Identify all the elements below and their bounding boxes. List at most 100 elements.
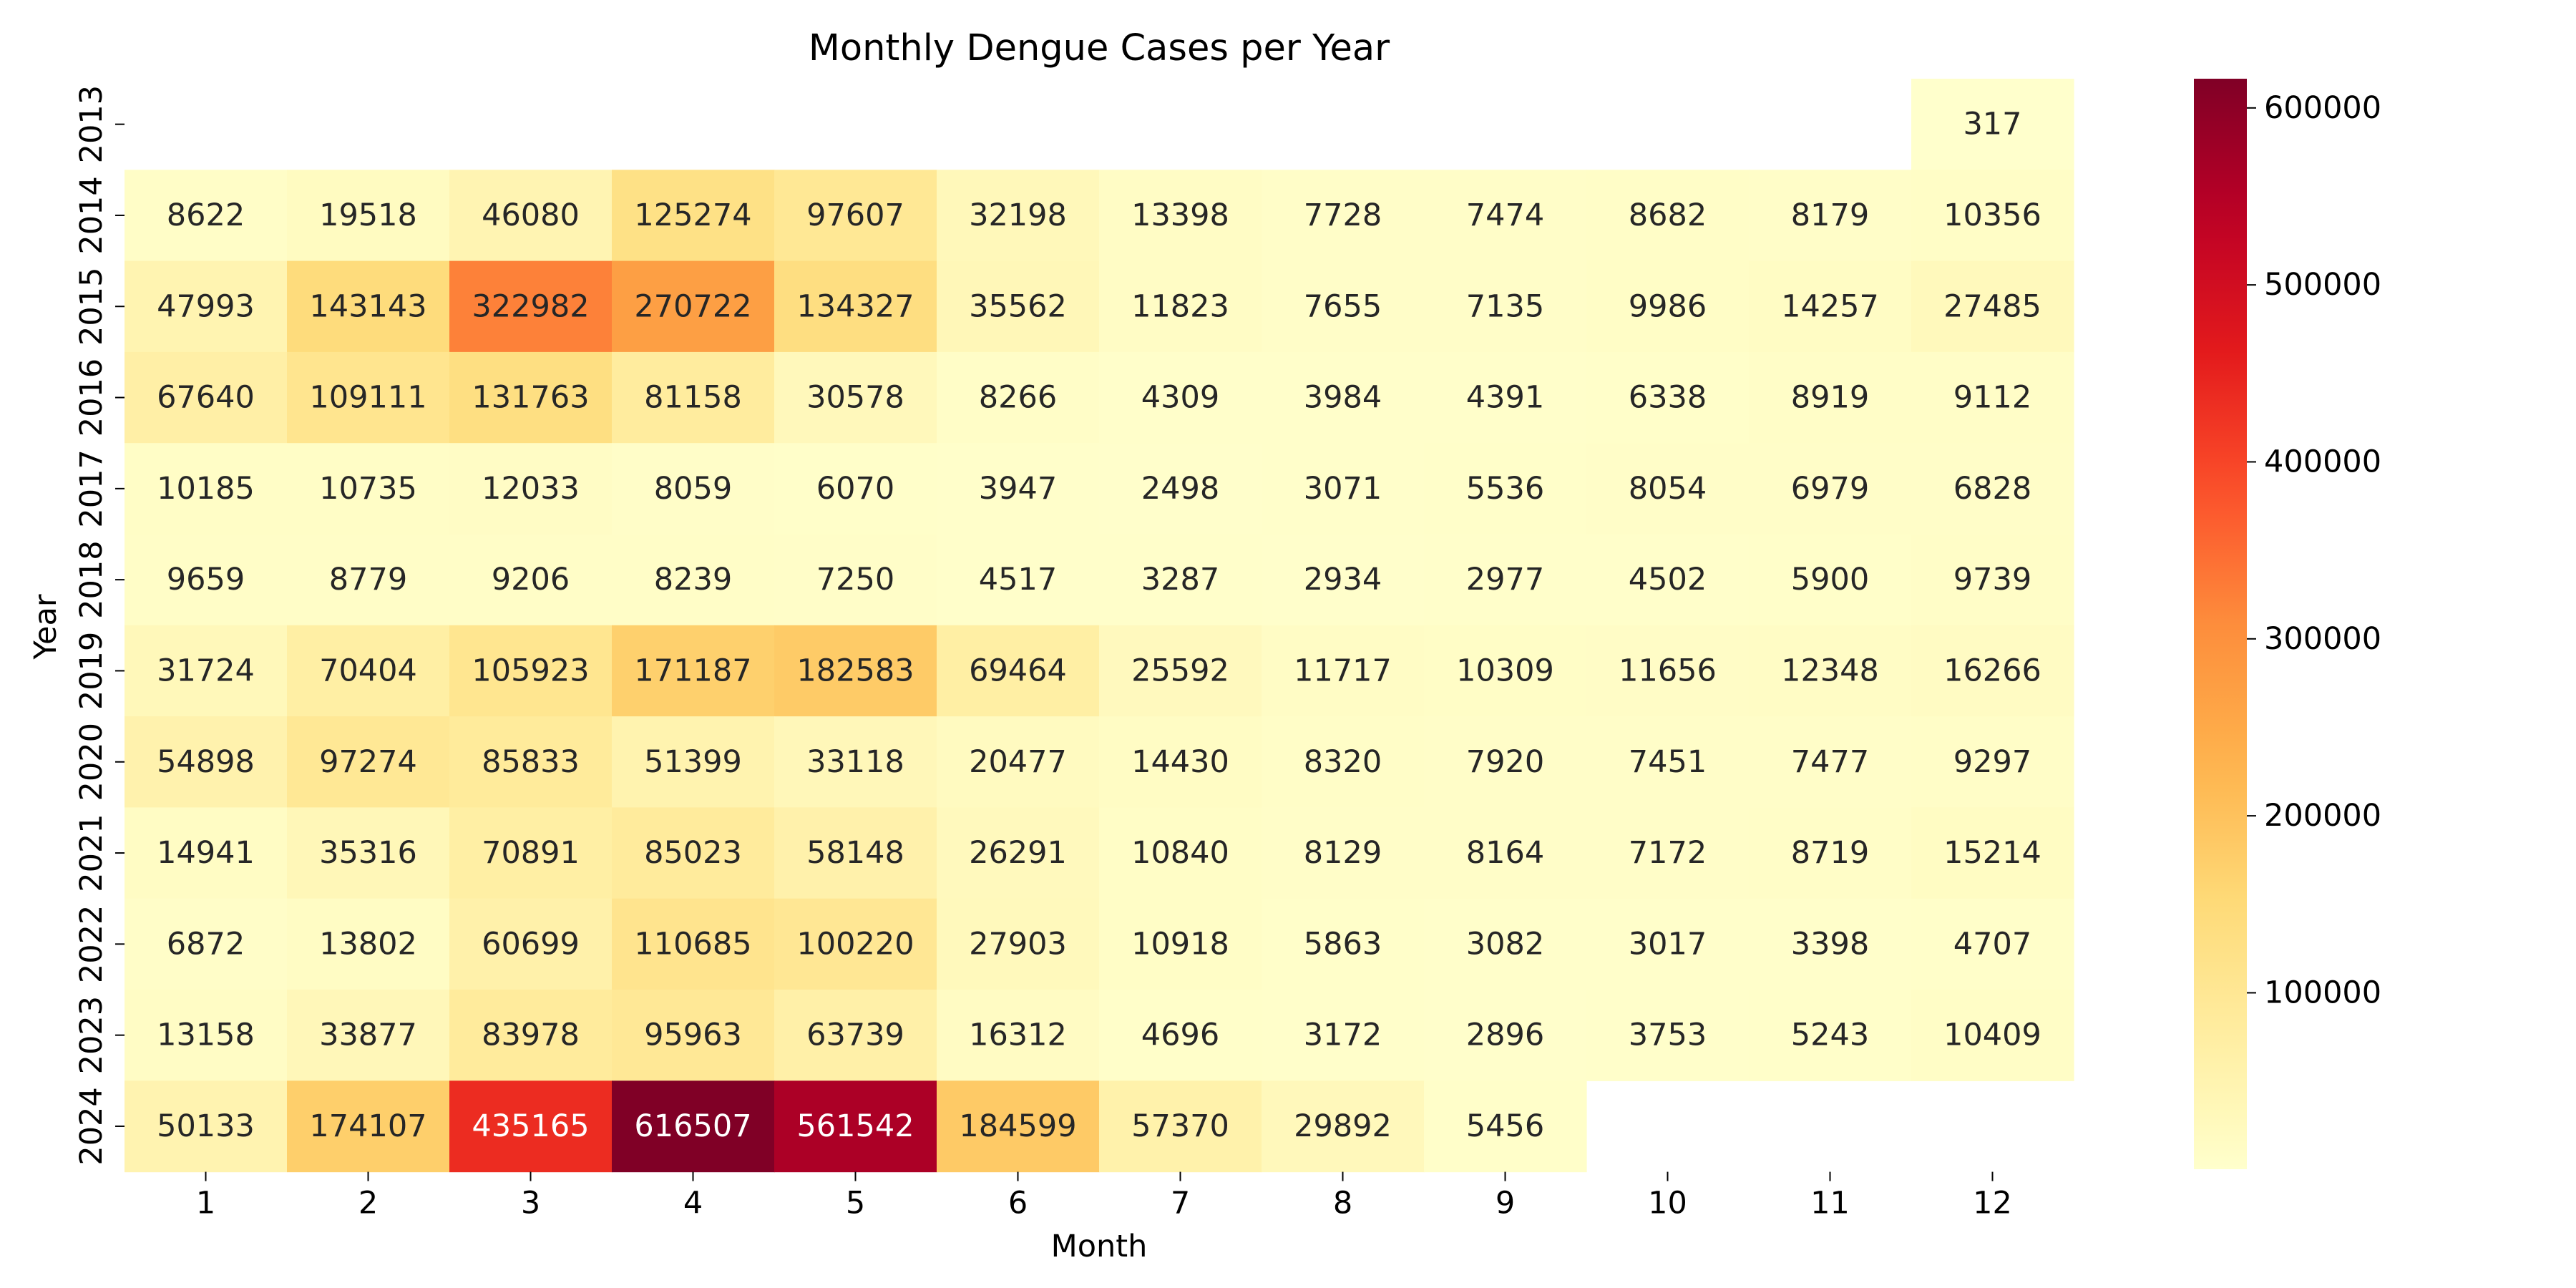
heatmap-cell-2021-3 bbox=[449, 807, 613, 899]
cell-value-label: 4707 bbox=[1953, 926, 2031, 962]
cell-value-label: 54898 bbox=[157, 744, 255, 780]
cell-value-label: 31724 bbox=[157, 653, 255, 688]
cell-value-label: 46080 bbox=[482, 197, 580, 233]
heatmap-cell-2021-1 bbox=[125, 807, 288, 899]
heatmap-cell-2018-8 bbox=[1262, 534, 1425, 626]
heatmap-cell-2021-7 bbox=[1099, 807, 1262, 899]
cell-value-label: 125274 bbox=[634, 197, 751, 233]
heatmap-cell-2016-3 bbox=[449, 351, 613, 444]
heatmap-cell-2014-12 bbox=[1911, 170, 2074, 262]
cell-value-label: 51399 bbox=[644, 744, 742, 780]
cell-value-label: 4309 bbox=[1141, 380, 1219, 416]
cell-value-label: 58148 bbox=[806, 835, 904, 871]
heatmap-cell-2023-8 bbox=[1262, 990, 1425, 1081]
cell-value-label: 26291 bbox=[969, 835, 1067, 871]
cell-value-label: 9206 bbox=[492, 562, 570, 597]
cell-value-label: 5863 bbox=[1304, 926, 1382, 962]
cell-value-label: 3947 bbox=[979, 471, 1057, 507]
cell-value-label: 105923 bbox=[472, 653, 589, 688]
heatmap-cell-2015-11 bbox=[1749, 260, 1912, 353]
x-tick-label: 6 bbox=[1008, 1186, 1028, 1221]
colorbar-gradient bbox=[2194, 79, 2247, 1169]
heatmap-cell-2014-10 bbox=[1586, 170, 1750, 262]
x-tick-label: 8 bbox=[1333, 1186, 1352, 1221]
x-tick-label: 12 bbox=[1973, 1186, 2012, 1221]
y-tick-label: 2016 bbox=[74, 358, 109, 436]
cell-value-label: 11656 bbox=[1619, 653, 1717, 688]
heatmap-cell-2021-11 bbox=[1749, 807, 1912, 899]
colorbar-tick-label: 300000 bbox=[2264, 621, 2381, 657]
heatmap-cell-2017-10 bbox=[1586, 443, 1750, 535]
cell-value-label: 8320 bbox=[1304, 744, 1382, 780]
cell-value-label: 7172 bbox=[1629, 835, 1707, 871]
heatmap-cell-2014-6 bbox=[937, 170, 1100, 262]
y-tick-label: 2017 bbox=[74, 449, 109, 527]
heatmap-cell-2022-6 bbox=[937, 898, 1100, 990]
heatmap-cell-2014-5 bbox=[774, 170, 937, 262]
cell-value-label: 95963 bbox=[644, 1018, 742, 1053]
cell-value-label: 3172 bbox=[1304, 1018, 1382, 1053]
cell-value-label: 100220 bbox=[796, 926, 914, 962]
cell-value-label: 5456 bbox=[1466, 1108, 1544, 1144]
heatmap-cell-2020-2 bbox=[287, 716, 450, 808]
heatmap-cell-2017-5 bbox=[774, 443, 937, 535]
cell-value-label: 13158 bbox=[157, 1018, 255, 1053]
cell-value-label: 50133 bbox=[157, 1108, 255, 1144]
x-tick-label: 1 bbox=[196, 1186, 215, 1221]
heatmap-cell-2018-9 bbox=[1424, 534, 1587, 626]
heatmap-cell-2014-7 bbox=[1099, 170, 1262, 262]
heatmap-cell-2023-12 bbox=[1911, 990, 2074, 1081]
cell-value-label: 29892 bbox=[1294, 1108, 1392, 1144]
heatmap-cell-2024-9 bbox=[1424, 1080, 1587, 1173]
y-axis-ticks: 2013 2014 2015 2016 2017 2018 2019 2020 2021 2022… bbox=[74, 85, 125, 1166]
cell-value-label: 57370 bbox=[1131, 1108, 1229, 1144]
heatmap-cell-2019-12 bbox=[1911, 625, 2074, 717]
heatmap-cell-2018-6 bbox=[937, 534, 1100, 626]
cell-value-label: 110685 bbox=[634, 926, 751, 962]
heatmap-cell-2015-10 bbox=[1586, 260, 1750, 353]
cell-value-label: 8919 bbox=[1791, 380, 1869, 416]
cell-value-label: 85023 bbox=[644, 835, 742, 871]
heatmap-cell-2019-7 bbox=[1099, 625, 1262, 717]
heatmap-cell-2019-2 bbox=[287, 625, 450, 717]
heatmap-cell-2022-10 bbox=[1586, 898, 1750, 990]
cell-value-label: 14430 bbox=[1131, 744, 1229, 780]
cell-value-label: 12348 bbox=[1781, 653, 1879, 688]
cell-value-label: 134327 bbox=[796, 288, 914, 324]
heatmap-cell-2024-6 bbox=[937, 1080, 1100, 1173]
cell-value-label: 7477 bbox=[1791, 744, 1869, 780]
cell-value-label: 7474 bbox=[1466, 197, 1544, 233]
heatmap-cell-2019-4 bbox=[612, 625, 775, 717]
heatmap-cell-2018-1 bbox=[125, 534, 288, 626]
cell-value-label: 8266 bbox=[979, 380, 1057, 416]
cell-value-label: 4696 bbox=[1141, 1018, 1219, 1053]
cell-value-label: 12033 bbox=[482, 471, 580, 507]
heatmap-cell-2023-7 bbox=[1099, 990, 1262, 1081]
cell-value-label: 4517 bbox=[979, 562, 1057, 597]
cell-value-label: 6828 bbox=[1953, 471, 2031, 507]
heatmap-cell-2022-3 bbox=[449, 898, 613, 990]
heatmap-cell-2018-2 bbox=[287, 534, 450, 626]
x-axis-ticks: 1 2 3 4 5 6 7 8 9 10 11 12 bbox=[196, 1171, 2012, 1221]
cell-value-label: 5243 bbox=[1791, 1018, 1869, 1053]
heatmap-cell-2023-10 bbox=[1586, 990, 1750, 1081]
heatmap-cell-2015-5 bbox=[774, 260, 937, 353]
heatmap-cell-2019-8 bbox=[1262, 625, 1425, 717]
cell-value-label: 143143 bbox=[309, 288, 426, 324]
cell-value-label: 3984 bbox=[1304, 380, 1382, 416]
y-tick-label: 2023 bbox=[74, 996, 109, 1074]
heatmap-cell-2023-1 bbox=[125, 990, 288, 1081]
cell-value-label: 3017 bbox=[1629, 926, 1707, 962]
cell-value-label: 97274 bbox=[319, 744, 417, 780]
heatmap-cell-2022-5 bbox=[774, 898, 937, 990]
heatmap-cell-2024-3 bbox=[449, 1080, 613, 1173]
cell-value-label: 30578 bbox=[806, 380, 904, 416]
cell-value-label: 63739 bbox=[806, 1018, 904, 1053]
y-tick-label: 2020 bbox=[74, 723, 109, 801]
cell-value-label: 35562 bbox=[969, 288, 1067, 324]
cell-value-label: 5900 bbox=[1791, 562, 1869, 597]
heatmap-cell-2015-7 bbox=[1099, 260, 1262, 353]
cell-value-label: 6872 bbox=[167, 926, 245, 962]
x-tick-label: 10 bbox=[1648, 1186, 1687, 1221]
